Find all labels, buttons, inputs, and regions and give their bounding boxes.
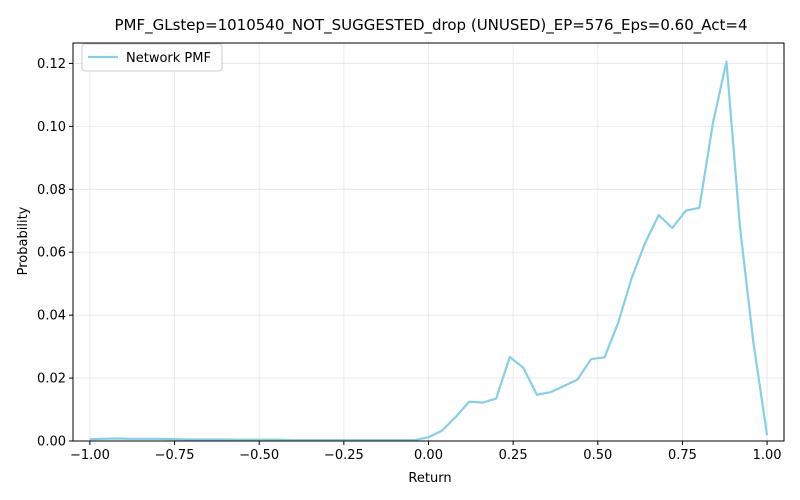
y-axis-label: Probability [16,206,31,275]
x-tick-label: 1.00 [753,448,782,463]
y-tick-label: 0.12 [37,57,66,72]
series-layer [89,60,769,442]
x-tick-label: −0.75 [155,448,195,463]
x-axis-ticks: −1.00 −0.75 −0.50 −0.25 0.00 0.25 0.50 0.75 1.00 [70,441,782,463]
y-tick-label: 0.00 [37,435,66,450]
chart-title: PMF_GLstep=1010540_NOT_SUGGESTED_drop (U… [114,16,747,35]
grid-lines [73,43,784,442]
y-axis-ticks: 0.00 0.02 0.04 0.06 0.08 0.10 0.12 [37,57,73,450]
x-tick-label: −1.00 [70,448,110,463]
legend-box [81,43,223,72]
x-tick-label: −0.25 [324,448,364,463]
y-tick-label: 0.02 [37,372,66,387]
y-tick-label: 0.04 [37,309,66,324]
x-tick-label: 0.75 [668,448,697,463]
legend-label-network-pmf: Network PMF [126,51,211,66]
x-axis-label: Return [408,471,451,486]
x-tick-label: −0.50 [239,448,279,463]
legend: Network PMF [81,43,223,72]
x-tick-label: 0.00 [414,448,443,463]
y-tick-label: 0.06 [37,246,66,261]
x-tick-label: 0.25 [499,448,528,463]
series-line-network-pmf [89,60,769,442]
x-tick-label: 0.50 [583,448,612,463]
y-tick-label: 0.10 [37,120,66,135]
y-tick-label: 0.08 [37,183,66,198]
